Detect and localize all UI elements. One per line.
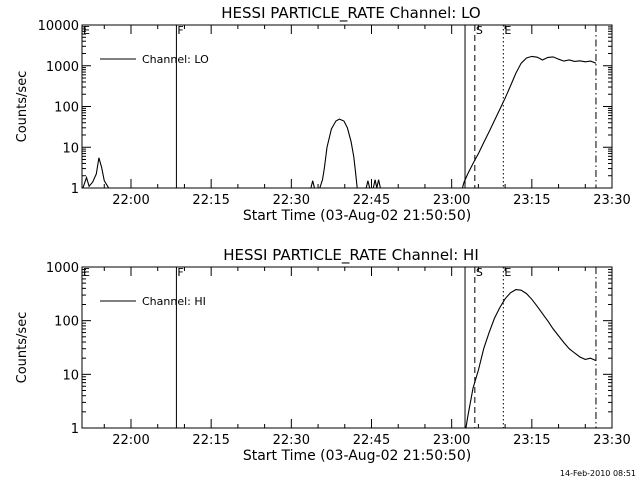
x-tick-label: 22:45 [353,433,390,448]
legend-label: Channel: HI [142,295,206,308]
x-axis-label: Start Time (03-Aug-02 21:50:50) [243,208,471,224]
y-tick-label: 1 [71,422,79,437]
y-tick-label: 10000 [38,19,79,34]
y-tick-label: 1000 [46,60,79,75]
y-tick-label: 10 [62,368,79,383]
x-tick-label: 22:30 [273,193,310,208]
x-axis-label: Start Time (03-Aug-02 21:50:50) [243,448,471,464]
event-marker-label: E [504,24,511,37]
event-marker-label: F [177,266,183,279]
plot-frame [81,266,613,429]
event-marker-label: E [504,266,511,279]
chart-title: HESSI PARTICLE_RATE Channel: LO [221,4,480,23]
x-tick-label: 22:30 [273,433,310,448]
series-line-segment [82,157,110,189]
y-tick-label: 1 [71,182,79,197]
x-tick-label: 22:15 [192,433,229,448]
y-tick-label: 100 [54,315,79,330]
event-marker-label: S [476,24,483,37]
chart-panel-2: HESSI PARTICLE_RATE Channel: HI 22:00 22:1… [15,246,631,464]
footer-timestamp: 14-Feb-2010 08:51 [560,469,636,478]
x-tick-label: 22:15 [192,193,229,208]
y-tick-label: 100 [54,101,79,116]
x-tick-label: 22:45 [353,193,390,208]
x-tick-label: 22:00 [112,433,149,448]
series-line-segment [319,118,358,189]
event-marker-label: E [83,266,90,279]
event-marker-label: E [83,24,90,37]
chart-panel-1: HESSI PARTICLE_RATE Channel: LO 22:00 22:1… [15,4,631,224]
plot-frame [81,24,613,189]
x-tick-label: 23:30 [593,433,630,448]
event-marker-label: S [476,266,483,279]
x-tick-label: 23:30 [593,193,630,208]
series-line-segment [372,179,381,189]
y-axis-label: Counts/sec [15,312,30,384]
y-tick-label: 1000 [46,261,79,276]
series-line-segment [465,289,597,429]
x-tick-label: 22:00 [112,193,149,208]
x-tick-label: 23:15 [513,193,550,208]
x-tick-label: 23:00 [433,193,470,208]
legend-label: Channel: LO [142,53,209,66]
series-line-segment [461,55,597,189]
y-axis-label: Counts/sec [15,71,30,143]
chart-title: HESSI PARTICLE_RATE Channel: HI [223,246,479,265]
y-tick-label: 10 [62,141,79,156]
series-line-segment [365,180,371,189]
x-tick-label: 23:15 [513,433,550,448]
event-marker-label: F [177,24,183,37]
series-line-segment [310,180,316,189]
x-tick-label: 23:00 [433,433,470,448]
